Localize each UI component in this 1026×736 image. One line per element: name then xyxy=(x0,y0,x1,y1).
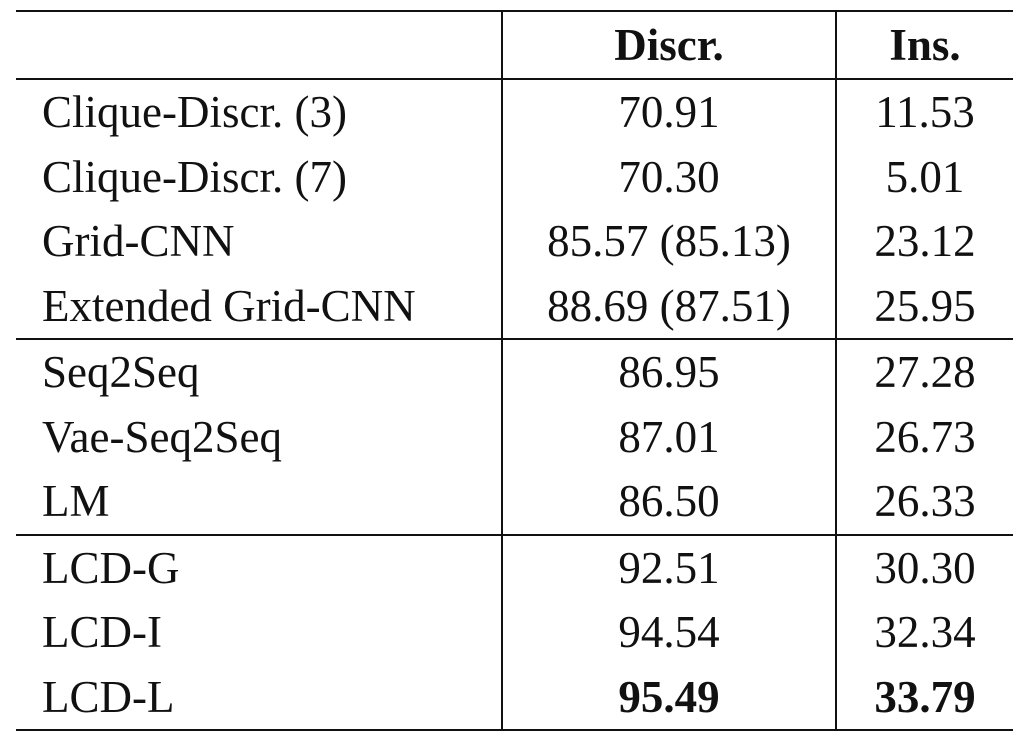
discr-value: 94.54 xyxy=(501,600,836,665)
group-generative: Seq2Seq 86.95 27.28 Vae-Seq2Seq 87.01 26… xyxy=(16,338,1013,535)
model-name: Grid-CNN xyxy=(42,216,235,266)
group-lcd: LCD-G 92.51 30.30 LCD-I 94.54 32.34 LCD-… xyxy=(16,533,1013,731)
table-row: LCD-I 94.54 32.34 xyxy=(16,600,1013,665)
model-name: LM xyxy=(42,476,110,526)
header-model xyxy=(16,10,502,80)
ins-value: 5.01 xyxy=(835,144,1013,209)
ins-value: 27.28 xyxy=(835,338,1013,405)
discr-value: 92.51 xyxy=(501,533,836,600)
discr-value-best: 95.49 xyxy=(501,664,836,731)
discr-value: 86.95 xyxy=(501,338,836,405)
discr-value: 70.30 xyxy=(501,144,836,209)
table-row: Clique-Discr. (3) 70.91 11.53 xyxy=(16,79,1013,145)
discr-value: 86.50 xyxy=(501,469,836,535)
ins-value: 32.34 xyxy=(835,600,1013,665)
group-baselines: Clique-Discr. (3) 70.91 11.53 Clique-Dis… xyxy=(16,79,1013,339)
discr-value: 88.69 (87.51) xyxy=(501,273,836,339)
table-row: Extended Grid-CNN 88.69 (87.51) 25.95 xyxy=(16,273,1013,339)
ins-value: 26.33 xyxy=(835,469,1013,535)
table-row: Seq2Seq 86.95 27.28 xyxy=(16,338,1013,405)
ins-value: 23.12 xyxy=(835,209,1013,274)
ins-value: 26.73 xyxy=(835,404,1013,469)
header-discr: Discr. xyxy=(501,10,836,80)
model-name: LCD-L xyxy=(16,664,502,731)
header-ins: Ins. xyxy=(835,10,1013,80)
model-name: Clique-Discr. (3) xyxy=(42,87,347,137)
table-row: Grid-CNN 85.57 (85.13) 23.12 xyxy=(16,209,1013,274)
table-row: Clique-Discr. (7) 70.30 5.01 xyxy=(16,144,1013,209)
discr-value: 85.57 (85.13) xyxy=(501,209,836,274)
ins-value: 11.53 xyxy=(835,79,1013,145)
table-header: Discr. Ins. xyxy=(16,10,1013,80)
model-name: Vae-Seq2Seq xyxy=(42,411,282,462)
table-row: LCD-G 92.51 30.30 xyxy=(16,533,1013,600)
model-name: Clique-Discr. (7) xyxy=(42,151,347,202)
model-name: Extended Grid-CNN xyxy=(42,280,416,331)
ins-value: 25.95 xyxy=(835,273,1013,339)
discr-value: 87.01 xyxy=(501,404,836,469)
model-name: Seq2Seq xyxy=(16,338,502,405)
table-row: LCD-L 95.49 33.79 xyxy=(16,664,1013,731)
discr-value: 70.91 xyxy=(501,79,836,145)
model-name: LCD-G xyxy=(16,533,502,600)
table-row: LM 86.50 26.33 xyxy=(16,469,1013,535)
header-row: Discr. Ins. xyxy=(16,10,1013,80)
ins-value-best: 33.79 xyxy=(835,664,1013,731)
model-name: LCD-I xyxy=(42,607,162,657)
results-table: Discr. Ins. Clique-Discr. (3) 70.91 11.5… xyxy=(16,10,1013,731)
ins-value: 30.30 xyxy=(835,533,1013,600)
table-row: Vae-Seq2Seq 87.01 26.73 xyxy=(16,404,1013,469)
